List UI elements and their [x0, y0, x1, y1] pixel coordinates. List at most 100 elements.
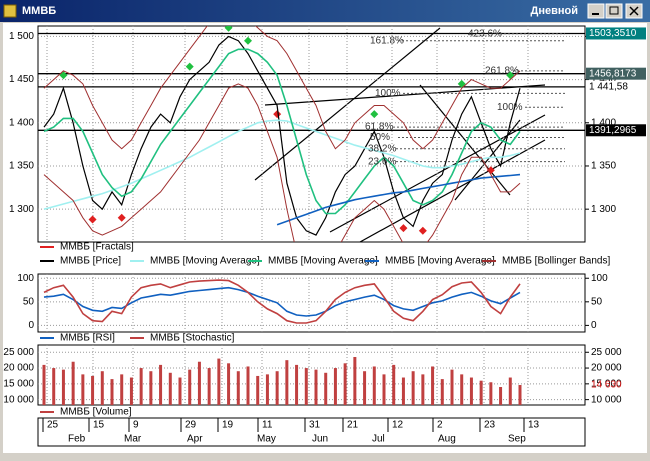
bollinger-band	[43, 83, 521, 242]
series-line	[43, 35, 521, 236]
month-label: Mar	[124, 434, 142, 445]
day-label: 21	[347, 420, 359, 431]
fractal-down	[117, 213, 126, 222]
volume-bar	[81, 374, 85, 405]
volume-bar	[275, 371, 279, 405]
minimize-button[interactable]	[587, 3, 605, 19]
y-tick-label-right: 20 000	[591, 363, 622, 374]
volume-bar	[479, 380, 483, 405]
month-label: Jun	[312, 434, 328, 445]
series-line	[43, 286, 521, 317]
bollinger-band	[43, 26, 521, 150]
window-mode: Дневной	[531, 5, 579, 17]
volume-bar	[324, 372, 328, 405]
volume-bar	[129, 377, 133, 405]
fib-label: 261.8%	[485, 66, 519, 77]
panel-content	[38, 274, 585, 332]
volume-bar	[499, 387, 503, 405]
fib-label: 50%	[370, 132, 390, 143]
fib-label: 23.6%	[368, 156, 396, 167]
y-tick-label: 0	[28, 320, 34, 331]
volume-bar	[333, 368, 337, 405]
volume-bar	[100, 371, 104, 405]
day-label: 23	[484, 420, 496, 431]
day-label: 11	[262, 420, 273, 431]
y-tick-label: 15 000	[3, 378, 34, 389]
day-label: 15	[93, 420, 105, 431]
legend-label: ММВБ [Stochastic]	[150, 333, 235, 344]
volume-bar	[411, 371, 415, 405]
volume-bar	[168, 372, 172, 405]
volume-bar	[343, 363, 347, 405]
y-tick-label-right: 50	[591, 296, 603, 307]
y-tick-label-right: 25 000	[591, 347, 622, 358]
day-label: 31	[309, 420, 321, 431]
volume-bar	[42, 364, 46, 405]
y-tick-label-right: 1 400	[591, 117, 616, 128]
volume-bar	[149, 371, 153, 405]
volume-bar	[159, 364, 163, 405]
volume-bar	[295, 364, 299, 405]
volume-bar	[392, 364, 396, 405]
window-title: ММВБ	[22, 5, 56, 17]
fractal-down	[399, 224, 408, 233]
day-label: 9	[133, 420, 139, 431]
fractal-up	[224, 26, 233, 32]
y-tick-label: 1 450	[9, 74, 34, 85]
legend-label: ММВБ [RSI]	[60, 333, 115, 344]
month-label: Sep	[508, 434, 526, 445]
series-line	[43, 279, 521, 324]
fib-label: 161.8%	[370, 35, 404, 46]
volume-panel	[37, 344, 586, 406]
volume-bar	[227, 363, 231, 405]
volume-bar	[518, 385, 522, 405]
volume-bar	[197, 361, 201, 405]
volume-bar	[353, 357, 357, 405]
volume-bar	[120, 374, 124, 405]
fractal-up	[185, 62, 194, 71]
fib-label: 38.2%	[368, 143, 396, 154]
volume-bar	[265, 374, 269, 405]
fib-label: 423.6%	[468, 28, 502, 39]
day-label: 13	[528, 420, 540, 431]
level-label: 1503,3510	[589, 28, 637, 39]
window-buttons	[587, 3, 643, 19]
y-tick-label: 100	[17, 273, 34, 284]
volume-bar	[401, 377, 405, 405]
level-label: 1391,2965	[589, 125, 637, 136]
y-tick-label-right: 0	[591, 320, 597, 331]
day-label: 12	[392, 420, 404, 431]
volume-bar	[91, 375, 95, 405]
fractal-down	[88, 215, 97, 224]
volume-bar	[314, 369, 318, 405]
y-tick-label: 20 000	[3, 363, 34, 374]
fractal-up	[244, 36, 252, 45]
legend-label: ММВБ [Fractals]	[60, 242, 134, 253]
month-label: Feb	[68, 434, 86, 445]
y-tick-label: 25 000	[3, 347, 34, 358]
fib-label: 61.8%	[365, 122, 393, 133]
volume-bar	[382, 374, 386, 405]
volume-bar	[440, 379, 444, 405]
y-tick-label: 1 500	[9, 31, 34, 42]
volume-bar	[139, 368, 143, 405]
y-tick-label: 10 000	[3, 394, 34, 405]
volume-bar	[469, 377, 473, 405]
legend-label: ММВБ [Volume]	[60, 407, 132, 418]
volume-bar	[246, 366, 250, 405]
volume-bar	[450, 369, 454, 405]
volume-bar	[421, 374, 425, 405]
title-bar	[0, 0, 650, 22]
volume-bar	[460, 374, 464, 405]
maximize-button[interactable]	[605, 3, 623, 19]
month-label: Apr	[187, 434, 203, 445]
series-line	[43, 119, 521, 210]
y-tick-label: 1 350	[9, 161, 34, 172]
day-label: 25	[47, 420, 59, 431]
y-tick-label-right: 1 450	[591, 74, 616, 85]
month-label: Aug	[438, 434, 456, 445]
level-label: 1 441,58	[589, 81, 628, 92]
fib-label: 100%	[497, 102, 523, 113]
